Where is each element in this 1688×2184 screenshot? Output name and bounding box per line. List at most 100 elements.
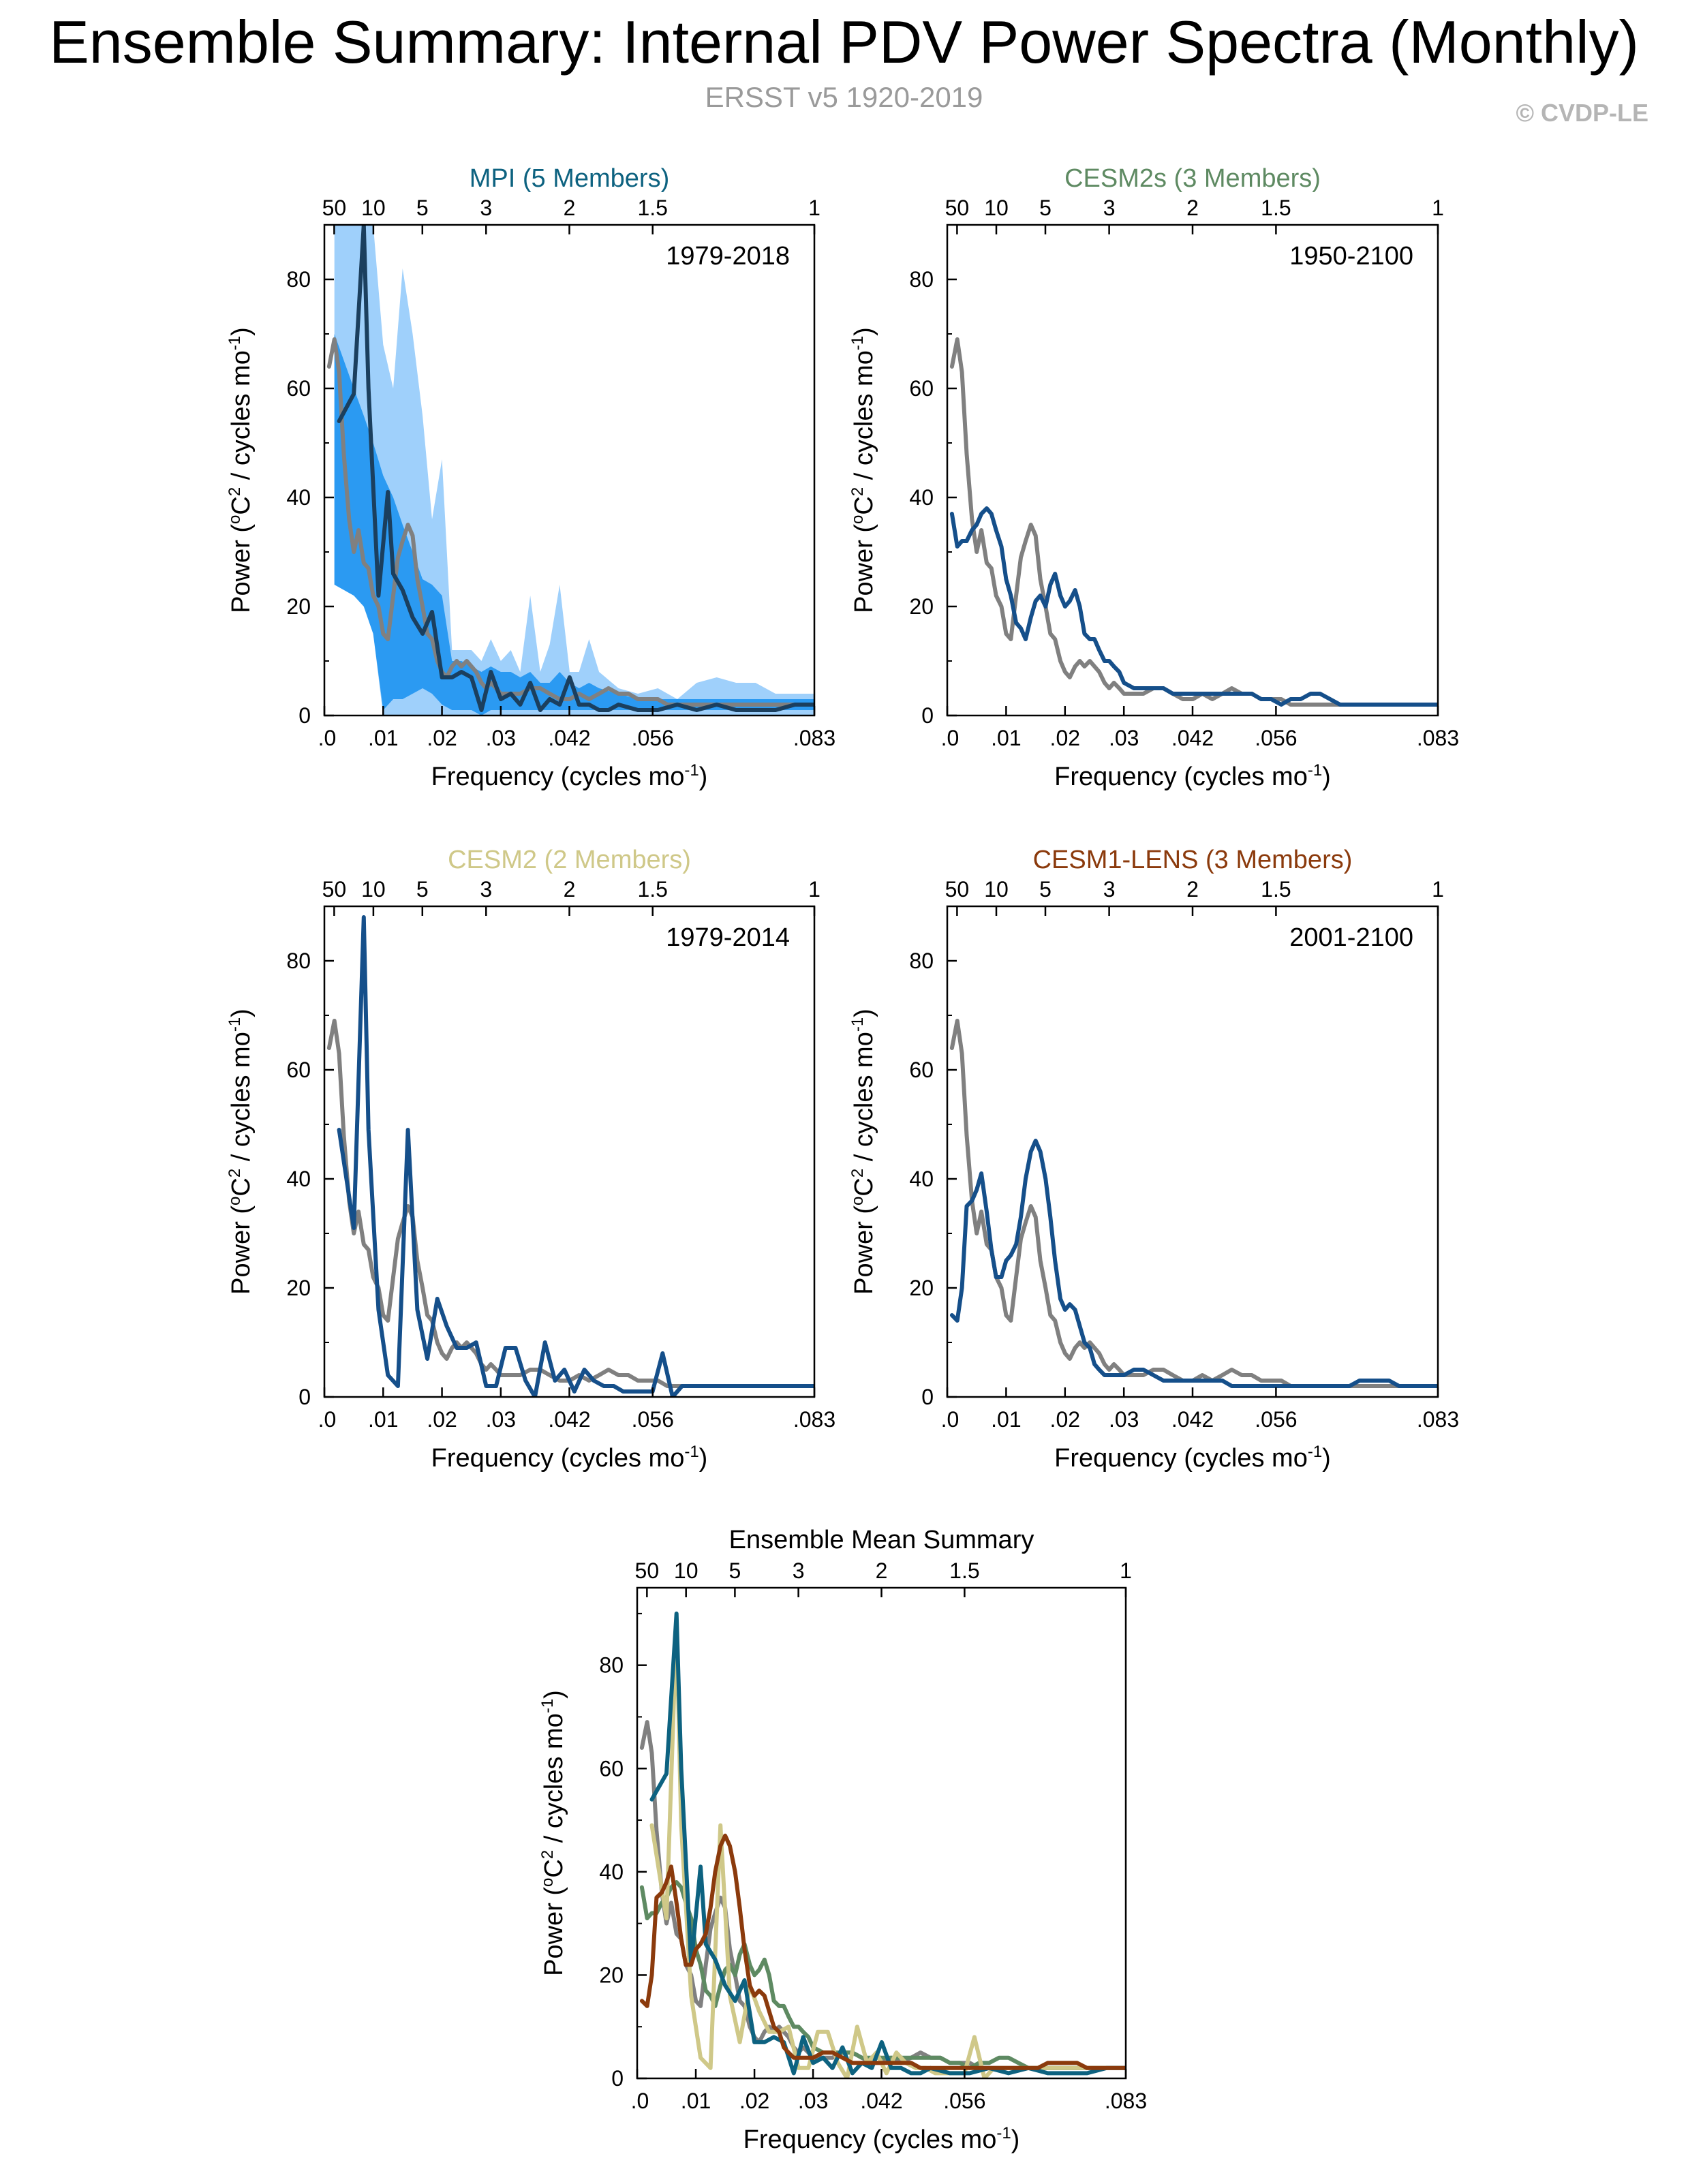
cesm2-xtick-label: .03 — [486, 1407, 516, 1432]
cesm1-toptick-label: 5 — [1039, 877, 1052, 902]
cesm1-xtick-label: .042 — [1171, 1407, 1214, 1432]
mpi-xtick-label: .03 — [486, 726, 516, 750]
mpi-toptick-label: 10 — [361, 196, 386, 220]
summary-plot-area — [639, 1611, 1126, 2078]
mpi-ytick-label: 60 — [286, 376, 311, 401]
cesm2-title: CESM2 (2 Members) — [448, 846, 691, 874]
cesm2-ytick-label: 20 — [286, 1276, 311, 1300]
summary-toptick-label: 10 — [674, 1558, 699, 1583]
cesm2-xlabel: Frequency (cycles mo-1) — [431, 1443, 708, 1473]
mpi-series-1 — [337, 225, 814, 712]
cesm1-xtick-label: .056 — [1255, 1407, 1297, 1432]
cesm1-ytick-label: 60 — [909, 1058, 934, 1082]
cesm1-frame — [946, 905, 1439, 1398]
cesm2s-ytick-label: 0 — [921, 703, 934, 728]
summary-xtick-label: .02 — [739, 2089, 769, 2113]
summary-ylabel: Power (oC2 / cycles mo-1) — [538, 1690, 568, 1976]
cesm1-title: CESM1-LENS (3 Members) — [1033, 846, 1353, 874]
cesm2s-xtick-label: .02 — [1050, 726, 1080, 750]
cesm1-xtick-label: .02 — [1050, 1407, 1080, 1432]
summary-xtick-label: .01 — [681, 2089, 711, 2113]
mpi-toptick-label: 2 — [564, 196, 576, 220]
mpi-period-label: 1979-2018 — [666, 242, 790, 271]
cesm2-toptick-label: 3 — [480, 877, 492, 902]
summary-panel: 0 20 40 60 80 .0 .01 .02 .03 .042 .056 .083 50 10 5 3 2 1… — [538, 1526, 1147, 2154]
mpi-series-0 — [326, 337, 814, 707]
cesm1-xlabel: Frequency (cycles mo-1) — [1054, 1443, 1331, 1473]
mpi-ytick-label: 0 — [298, 703, 311, 728]
summary-xtick-label: .042 — [860, 2089, 902, 2113]
summary-series-3 — [649, 1611, 1126, 2076]
mpi-panel: 0 20 40 60 80 .0 .01 .02 .03 .042 .056 .083 50 10 5 3 2 1… — [226, 164, 835, 791]
cesm2s-ytick-label: 20 — [909, 594, 934, 619]
cesm2s-period-label: 1950-2100 — [1289, 242, 1413, 271]
cesm2s-toptick-label: 5 — [1039, 196, 1052, 220]
summary-toptick-label: 2 — [876, 1558, 888, 1583]
cesm2-frame — [323, 905, 816, 1398]
mpi-ytick-label: 80 — [286, 267, 311, 292]
page-subtitle: ERSST v5 1920-2019 — [705, 81, 983, 113]
cesm1-panel: 0 20 40 60 80 .0 .01 .02 .03 .042 .056 .083 50 10 5 3 2 1… — [848, 846, 1459, 1473]
cesm1-period-label: 2001-2100 — [1289, 923, 1413, 952]
summary-xtick-label: .056 — [943, 2089, 985, 2113]
summary-ytick-label: 40 — [599, 1860, 624, 1884]
mpi-xtick-label: .083 — [793, 726, 835, 750]
cesm2s-xtick-label: .0 — [941, 726, 960, 750]
mpi-xtick-label: .02 — [427, 726, 457, 750]
cesm2s-xtick-label: .01 — [991, 726, 1021, 750]
mpi-ylabel: Power (oC2 / cycles mo-1) — [226, 327, 256, 613]
cesm2s-toptick-label: 50 — [945, 196, 970, 220]
cesm1-plot-area — [949, 1019, 1438, 1388]
cesm2s-ylabel: Power (oC2 / cycles mo-1) — [848, 327, 878, 613]
cesm2-ylabel: Power (oC2 / cycles mo-1) — [226, 1009, 256, 1295]
mpi-xtick-label: .042 — [548, 726, 590, 750]
mpi-xlabel: Frequency (cycles mo-1) — [431, 761, 708, 791]
cesm2-toptick-label: 1.5 — [637, 877, 667, 902]
mpi-band-inner — [334, 334, 814, 716]
summary-toptick-label: 50 — [635, 1558, 660, 1583]
mpi-toptick-label: 50 — [322, 196, 347, 220]
summary-xtick-label: .0 — [631, 2089, 649, 2113]
cesm2s-toptick-label: 3 — [1103, 196, 1116, 220]
summary-toptick-label: 1.5 — [949, 1558, 979, 1583]
cesm2-period-label: 1979-2014 — [666, 923, 790, 952]
cesm2-xtick-label: .042 — [548, 1407, 590, 1432]
summary-xlabel: Frequency (cycles mo-1) — [743, 2124, 1020, 2154]
summary-ytick-label: 20 — [599, 1963, 624, 1987]
cesm2-ytick-label: 80 — [286, 949, 311, 973]
cesm2s-plot-area — [949, 337, 1438, 707]
cesm1-toptick-label: 2 — [1186, 877, 1199, 902]
cesm2-xtick-label: .01 — [368, 1407, 398, 1432]
cesm1-ytick-label: 20 — [909, 1276, 934, 1300]
summary-toptick-label: 5 — [729, 1558, 741, 1583]
mpi-xtick-label: .056 — [632, 726, 674, 750]
cesm2-xtick-label: .083 — [793, 1407, 835, 1432]
cesm1-toptick-label: 10 — [984, 877, 1009, 902]
cesm1-xtick-label: .01 — [991, 1407, 1021, 1432]
cesm2-xtick-label: .02 — [427, 1407, 457, 1432]
cesm2-ytick-label: 40 — [286, 1167, 311, 1191]
cesm2s-xtick-label: .03 — [1109, 726, 1139, 750]
summary-xtick-label: .03 — [798, 2089, 828, 2113]
copyright-label: © CVDP-LE — [1516, 99, 1648, 127]
cesm2-xtick-label: .056 — [632, 1407, 674, 1432]
cesm1-toptick-label: 1.5 — [1261, 877, 1291, 902]
cesm2-panel: 0 20 40 60 80 .0 .01 .02 .03 .042 .056 .083 50 10 5 3 2 1… — [226, 846, 835, 1473]
mpi-toptick-label: 3 — [480, 196, 492, 220]
cesm2s-toptick-label: 1 — [1432, 196, 1444, 220]
cesm2-toptick-label: 1 — [808, 877, 820, 902]
cesm2-plot-area — [326, 915, 814, 1397]
page-title: Ensemble Summary: Internal PDV Power Spe… — [49, 8, 1639, 76]
cesm1-xtick-label: .083 — [1417, 1407, 1459, 1432]
cesm2-xtick-label: .0 — [318, 1407, 337, 1432]
cesm1-xtick-label: .03 — [1109, 1407, 1139, 1432]
summary-series-4 — [639, 1833, 1126, 2070]
cesm1-xtick-label: .0 — [941, 1407, 960, 1432]
cesm2-series-1 — [337, 915, 814, 1397]
summary-series-2 — [649, 1622, 1126, 2078]
cesm2s-xtick-label: .056 — [1255, 726, 1297, 750]
cesm2s-toptick-label: 1.5 — [1261, 196, 1291, 220]
mpi-toptick-label: 5 — [416, 196, 429, 220]
cesm2s-panel: 0 20 40 60 80 .0 .01 .02 .03 .042 .056 .083 50 10 5 3 2 1… — [848, 164, 1459, 791]
cesm2s-series-0 — [949, 337, 1438, 707]
